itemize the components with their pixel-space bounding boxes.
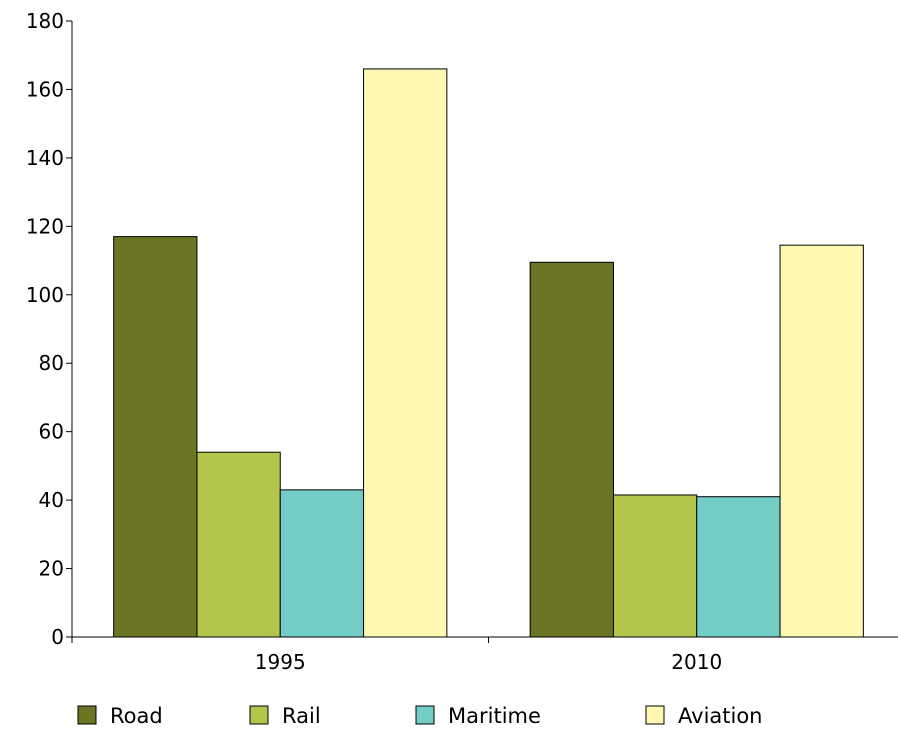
y-tick-label: 140 [26,146,64,170]
legend-swatch-rail [249,705,269,725]
legend-swatch-aviation [645,705,665,725]
x-tick-label: 1995 [255,650,306,674]
y-tick-label: 40 [39,488,64,512]
y-tick-label: 100 [26,283,64,307]
bar-maritime-2010 [696,496,781,638]
legend-swatch-maritime [415,705,435,725]
y-tick-label: 60 [39,420,64,444]
legend-label-aviation: Aviation [678,704,763,728]
bar-aviation-1995 [363,68,448,638]
x-axis: 1995 2010 [71,636,898,674]
y-tick-label: 0 [51,625,64,649]
y-tick-label: 120 [26,214,64,238]
legend-label-road: Road [110,704,163,728]
legend-label-rail: Rail [282,704,321,728]
y-tick-label: 160 [26,77,64,101]
x-tick-label: 2010 [671,650,722,674]
legend-label-maritime: Maritime [448,704,541,728]
bar-rail-2010 [612,494,698,638]
bar-maritime-1995 [279,489,365,638]
legend-swatch-road [77,705,97,725]
y-tick-label: 80 [39,351,64,375]
bar-road-2010 [529,261,614,638]
y-tick-label: 20 [39,557,64,581]
bar-rail-1995 [196,451,281,638]
legend: Road Rail Maritime Aviation [77,704,763,728]
bar-aviation-2010 [779,244,864,638]
bars [113,68,864,638]
bar-road-1995 [113,236,198,638]
y-tick-label: 180 [26,9,64,33]
y-axis: 0 20 40 60 80 100 120 140 160 180 [26,9,73,649]
